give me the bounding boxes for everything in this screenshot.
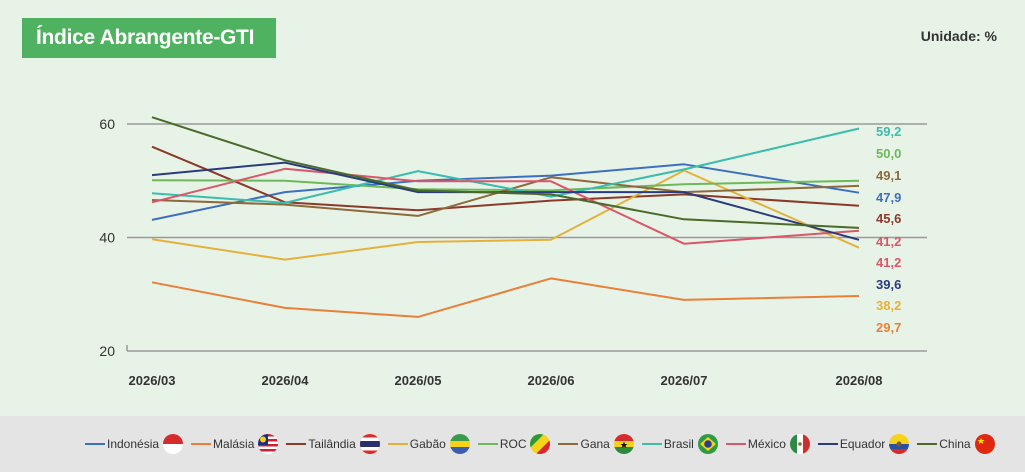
chart-panel <box>0 0 1025 416</box>
legend-item-gabão: Gabão <box>387 434 470 454</box>
legend-item-brasil: Brasil <box>641 434 718 454</box>
series-line-méxico <box>151 167 860 245</box>
series-line-malásia <box>151 277 860 318</box>
legend-label: Tailândia <box>308 437 356 451</box>
series-line-brasil <box>151 127 860 204</box>
series-line-tailândia <box>151 145 860 212</box>
y-tick-label: 40 <box>99 230 115 246</box>
legend-line-swatch <box>85 443 105 445</box>
x-tick-label: 2026/04 <box>262 373 310 388</box>
series-line-gabão <box>151 169 860 261</box>
legend-line-swatch <box>641 443 662 445</box>
gabon-flag-icon <box>449 434 470 454</box>
legend-label: ROC <box>499 437 527 451</box>
x-tick-label: 2026/05 <box>395 373 442 388</box>
end-value-label: 29,7 <box>876 320 901 335</box>
congo-flag-icon <box>530 434 551 454</box>
series-line-roc <box>151 179 860 192</box>
end-value-label: 59,2 <box>876 124 901 139</box>
end-value-label: 45,6 <box>876 211 901 226</box>
series-line-indonésia <box>151 163 860 221</box>
x-tick-label: 2026/06 <box>528 373 575 388</box>
legend-line-swatch <box>286 443 307 445</box>
legend-label: Malásia <box>213 437 255 451</box>
x-tick-label: 2026/08 <box>836 373 883 388</box>
legend-label: Equador <box>839 437 886 451</box>
legend-label: Brasil <box>663 437 694 451</box>
legend-label: Indonésia <box>107 437 160 451</box>
end-value-label: 49,1 <box>876 168 901 183</box>
china-flag-icon <box>974 434 995 454</box>
y-tick-label: 60 <box>99 116 115 132</box>
legend-label: México <box>747 437 786 451</box>
ecuador-flag-icon <box>889 434 910 454</box>
legend-label: China <box>939 437 971 451</box>
legend-label: Gana <box>580 437 610 451</box>
line-chart: 20 40 60 2026/03 2026/04 2026/05 2026/06 2026/0… <box>99 116 927 388</box>
legend-line-swatch <box>387 443 408 445</box>
legend: Indonésia Malásia Tailândia Gabão ROC Gana Bra… <box>85 434 1003 454</box>
legend-line-swatch <box>191 443 212 445</box>
brazil-flag-icon <box>697 434 718 454</box>
legend-line-swatch <box>817 443 838 445</box>
legend-item-roc: ROC <box>477 434 551 454</box>
legend-item-indonésia: Indonésia <box>85 434 184 454</box>
unit-label: Unidade: % <box>920 28 997 44</box>
end-value-label: 41,2 <box>876 255 901 270</box>
legend-item-gana: Gana <box>558 434 634 454</box>
legend-item-malásia: Malásia <box>191 434 279 454</box>
legend-item-tailândia: Tailândia <box>286 434 380 454</box>
legend-item-méxico: México <box>725 434 810 454</box>
legend-line-swatch <box>558 443 579 445</box>
series-line-china <box>151 116 860 229</box>
malaysia-flag-icon <box>258 434 279 454</box>
legend-line-swatch <box>917 443 938 445</box>
legend-line-swatch <box>725 443 746 445</box>
legend-label: Gabão <box>409 437 446 451</box>
legend-item-china: China <box>917 434 995 454</box>
y-tick-label: 20 <box>99 343 115 359</box>
x-tick-label: 2026/07 <box>661 373 708 388</box>
legend-bar: Indonésia Malásia Tailândia Gabão ROC Gana Bra… <box>0 416 1025 472</box>
legend-line-swatch <box>477 443 498 445</box>
end-value-label: 47,9 <box>876 190 901 205</box>
x-tick-label: 2026/03 <box>129 373 176 388</box>
chart-title: Índice Abrangente-GTI <box>22 18 277 58</box>
end-value-label: 50,0 <box>876 146 901 161</box>
legend-item-equador: Equador <box>817 434 910 454</box>
series-line-gana <box>151 176 860 217</box>
mexico-flag-icon <box>789 434 810 454</box>
thailand-flag-icon <box>359 434 380 454</box>
end-value-label: 39,6 <box>876 277 901 292</box>
end-value-label: 41,2 <box>876 234 901 249</box>
end-value-label: 38,2 <box>876 298 901 313</box>
indonesia-flag-icon <box>163 434 184 454</box>
ghana-flag-icon <box>613 434 634 454</box>
